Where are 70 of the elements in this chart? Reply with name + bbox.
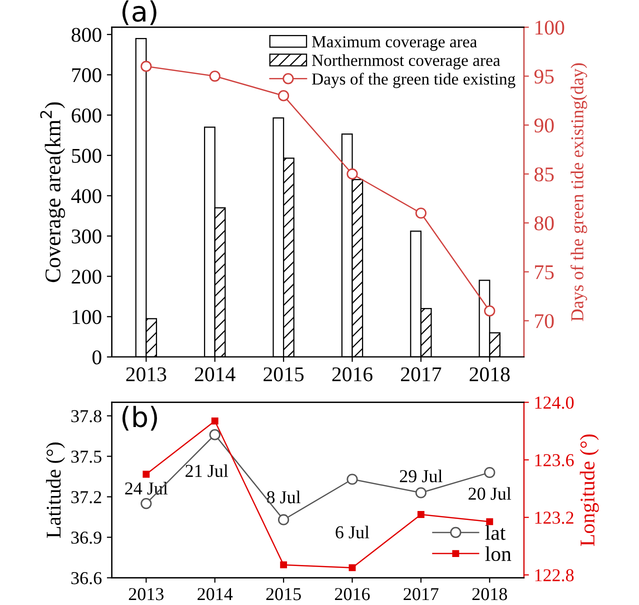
y2-tick-label: 85: [534, 167, 554, 182]
legend-label: lon: [485, 546, 512, 562]
point: [415, 208, 426, 219]
y2-tick-label: 90: [534, 118, 554, 132]
x-tick-label: 2015: [266, 588, 301, 600]
y2-tick-label: 123.2: [535, 512, 574, 524]
annotation: 6 Jul: [336, 526, 370, 538]
point: [417, 511, 424, 518]
legend-label: Days of the green tide existing: [312, 72, 516, 88]
x-tick-label: 2014: [194, 367, 236, 382]
legend-label: Maximum coverage area: [312, 36, 477, 51]
point: [415, 487, 426, 498]
x-tick-label: 2015: [264, 367, 304, 382]
y-tick-label: 800: [72, 28, 102, 42]
x-tick-label: 2013: [128, 588, 164, 600]
point: [278, 90, 290, 102]
y-axis-title: Coverage area(km$^{2}$): [40, 102, 66, 282]
x-tick-label: 2017: [404, 588, 438, 600]
y-tick-label: 36.9: [71, 532, 102, 544]
x-tick-label: 2018: [470, 367, 510, 382]
x-tick-label: 2016: [334, 588, 370, 600]
y-tick-label: 37.8: [71, 410, 102, 422]
legend-label: Northernmost coverage area: [312, 54, 500, 70]
y-tick-label: 500: [72, 148, 102, 163]
y2-axis-title: Days of the green tide existing(day): [570, 63, 588, 322]
y-tick-label: 600: [72, 108, 102, 123]
point: [484, 466, 496, 478]
chart-title: (a): [122, 0, 156, 26]
legend-label: lat: [485, 525, 506, 540]
point: [346, 168, 358, 180]
y-tick-label: 100: [72, 310, 102, 324]
point: [346, 474, 358, 485]
y2-tick-label: 80: [534, 216, 554, 230]
point: [209, 70, 220, 82]
point: [348, 564, 356, 572]
y-tick-label: 700: [72, 68, 102, 82]
y2-tick-label: 70: [535, 314, 554, 328]
point: [280, 561, 288, 568]
y-tick-label: 300: [72, 229, 102, 244]
point: [486, 518, 494, 526]
y-axis-title: Latitude (°): [46, 442, 65, 538]
point: [484, 305, 496, 317]
y2-tick-label: 100: [536, 20, 564, 35]
y-tick-label: 36.6: [71, 572, 102, 584]
x-tick-label: 2017: [401, 367, 442, 382]
y2-tick-label: 75: [535, 265, 554, 280]
point: [142, 470, 150, 478]
chart-title: (b): [122, 406, 157, 431]
y-tick-label: 37.5: [71, 450, 102, 463]
x-tick-label: 2014: [198, 588, 233, 600]
point: [278, 514, 290, 526]
x-tick-label: 2016: [332, 367, 372, 382]
y2-tick-label: 123.6: [535, 454, 574, 466]
y-tick-label: 0: [92, 350, 102, 364]
x-tick-label: 2013: [126, 367, 166, 382]
point: [211, 418, 218, 424]
annotation: 21 Jul: [186, 464, 228, 478]
y2-tick-label: 124.0: [535, 396, 574, 409]
point: [140, 60, 152, 72]
y-tick-label: 37.2: [71, 491, 102, 504]
annotation: 20 Jul: [468, 487, 512, 500]
y-tick-label: 200: [72, 270, 102, 284]
x-tick-label: 2018: [472, 588, 507, 600]
y2-tick-label: 95: [534, 70, 554, 84]
point: [209, 429, 220, 440]
y-tick-label: 400: [71, 189, 102, 204]
y2-axis-title: Longitude (°): [580, 434, 599, 546]
point: [140, 498, 152, 510]
y2-tick-label: 122.8: [535, 569, 574, 582]
annotation: 29 Jul: [400, 470, 442, 482]
